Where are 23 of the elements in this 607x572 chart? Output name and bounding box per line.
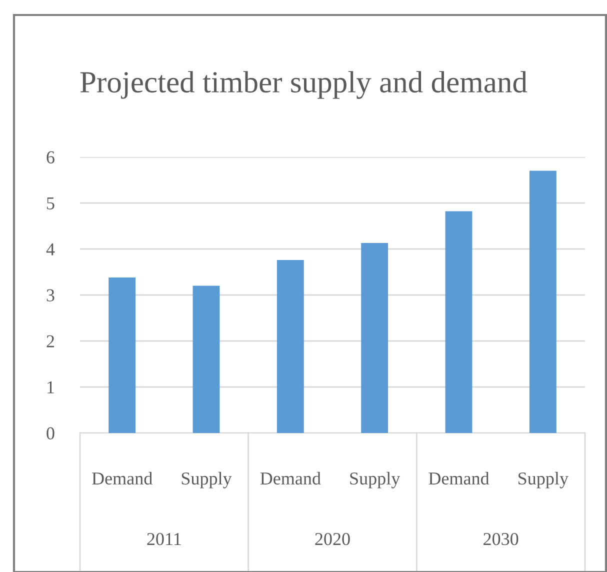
y-tick-label: 0 — [46, 427, 54, 440]
y-tick-label: 4 — [46, 243, 55, 256]
bar — [445, 211, 472, 433]
bar — [529, 170, 556, 433]
x-tick-label: Demand — [428, 472, 490, 485]
bar — [108, 278, 136, 433]
x-tick-label: Supply — [182, 472, 232, 488]
chart-title: Projected timber supply and demand — [80, 71, 528, 99]
text: 2011 — [147, 532, 181, 546]
text: 2030 — [484, 532, 518, 546]
x-tick-label: Demand — [92, 472, 152, 485]
y-tick-label: 3 — [46, 289, 54, 302]
text: 2020 — [315, 532, 350, 546]
bar — [192, 286, 220, 433]
bar — [276, 260, 304, 433]
x-tick-label: Demand — [260, 472, 321, 485]
x-tick-label: Supply — [518, 472, 568, 488]
bar — [361, 243, 388, 433]
y-tick-label: 5 — [47, 197, 54, 210]
y-tick-label: 1 — [48, 381, 54, 394]
y-tick-label: 6 — [46, 151, 54, 164]
x-tick-label: Supply — [350, 472, 400, 488]
y-tick-label: 2 — [46, 335, 54, 348]
